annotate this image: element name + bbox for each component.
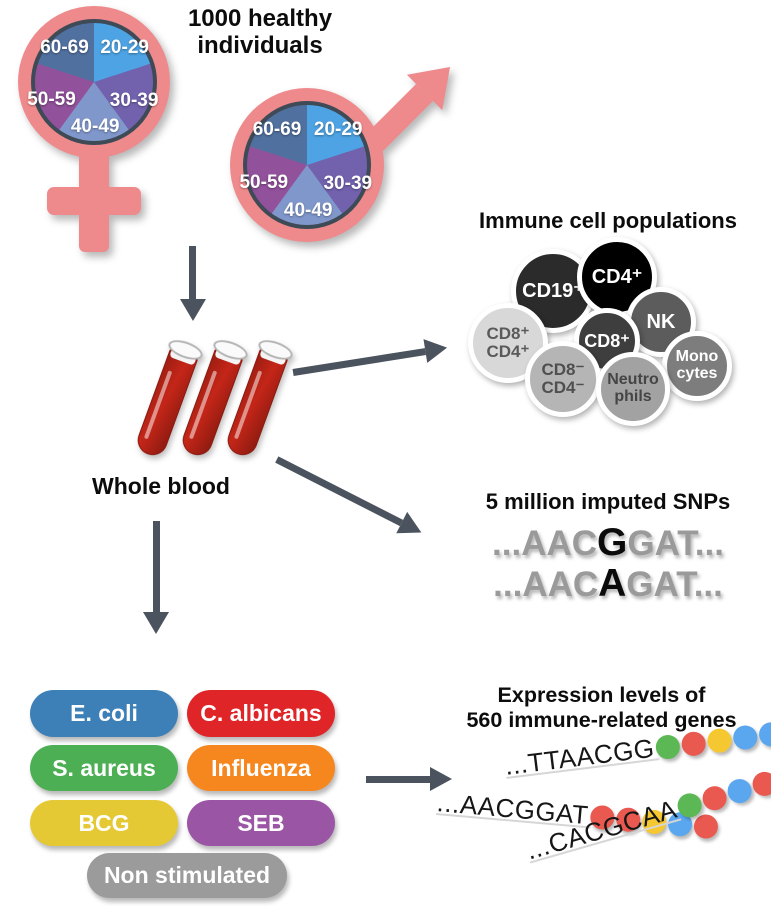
arrow-stimuli-to-expression xyxy=(366,767,452,791)
blue-expression-dot xyxy=(732,723,759,751)
arrow-blood-to-cells xyxy=(291,335,449,384)
snp-suffix: GAT... xyxy=(627,524,724,563)
red-expression-dot xyxy=(749,768,771,799)
stimulus-pill-influenza: Influenza xyxy=(187,745,335,791)
age-slice-label: 60-69 xyxy=(252,119,302,141)
cell-circle-monocytes: Mono cytes xyxy=(662,331,732,401)
age-slice-label: 20-29 xyxy=(313,119,363,141)
snp-variant-allele: A xyxy=(598,562,627,606)
age-slice-label: 40-49 xyxy=(70,115,120,137)
snp-sequence-row: ...AACGGAT... xyxy=(452,522,764,563)
stimulus-pill-calbicans: C. albicans xyxy=(187,690,335,737)
stimulus-pill-ecoli: E. coli xyxy=(30,690,178,737)
snps-title: 5 million imputed SNPs xyxy=(485,489,731,514)
age-slice-label: 50-59 xyxy=(27,88,76,110)
gene-sequence: ...TTAACGG xyxy=(503,732,657,781)
arrow-shaft xyxy=(275,455,404,526)
female-symbol-crossbar xyxy=(47,187,141,215)
stimulus-pill-bcg: BCG xyxy=(30,800,178,846)
arrow-blood-to-stimuli xyxy=(153,521,160,614)
whole-blood-label: Whole blood xyxy=(92,473,230,499)
immune-cells-title: Immune cell populations xyxy=(479,208,737,233)
arrow-cohort-to-blood-head xyxy=(180,299,206,321)
snp-prefix: ...AAC xyxy=(493,565,599,605)
green-expression-dot xyxy=(674,790,705,820)
green-expression-dot xyxy=(654,733,682,760)
age-slice-label: 60-69 xyxy=(40,36,89,58)
arrow-shaft xyxy=(366,775,430,783)
female-symbol-icon: 20-29 30-39 40-49 50-59 60-69 xyxy=(18,6,178,258)
cohort-heading: 1000 healthy individuals xyxy=(187,5,333,59)
age-slice-label: 30-39 xyxy=(323,173,373,195)
age-slice-label: 20-29 xyxy=(100,36,149,58)
blue-expression-dot xyxy=(758,720,771,748)
male-age-pie-chart: 20-29 30-39 40-49 50-59 60-69 xyxy=(239,101,373,229)
cell-circle-neutrophils: Neutro phils xyxy=(596,352,670,426)
snp-variant-allele: G xyxy=(597,521,628,564)
age-slice-label: 50-59 xyxy=(239,172,289,193)
stimulus-pill-saureus: S. aureus xyxy=(30,745,178,791)
male-symbol-icon: 20-29 30-39 40-49 50-59 60-69 xyxy=(222,40,468,255)
yellow-expression-dot xyxy=(706,726,734,754)
red-expression-dot xyxy=(699,782,730,813)
arrow-head xyxy=(423,335,449,363)
stimulus-pill-seb: SEB xyxy=(187,800,335,846)
snp-sequence-row: ...AACAGAT... xyxy=(452,563,764,604)
arrow-head xyxy=(396,511,427,544)
red-expression-dot xyxy=(680,729,708,757)
female-age-pie-chart: 20-29 30-39 40-49 50-59 60-69 xyxy=(27,19,159,145)
snp-suffix: GAT... xyxy=(626,565,723,605)
blue-expression-dot xyxy=(724,775,755,806)
arrow-cohort-to-blood xyxy=(189,246,196,301)
snp-sequences: ...AACGGAT... ...AACAGAT... xyxy=(452,522,764,605)
arrow-blood-to-snps xyxy=(272,448,427,544)
arrow-blood-to-stimuli-head xyxy=(143,612,169,634)
arrow-shaft xyxy=(292,347,426,376)
age-slice-label: 30-39 xyxy=(109,89,159,111)
cell-circle-cd8neg-cd4neg: CD8⁻ CD4⁻ xyxy=(525,341,601,417)
age-slice-label: 40-49 xyxy=(283,199,333,221)
stimulus-pill-nonstimulated: Non stimulated xyxy=(87,853,287,898)
snp-prefix: ...AAC xyxy=(492,524,598,563)
arrow-head xyxy=(430,767,452,791)
